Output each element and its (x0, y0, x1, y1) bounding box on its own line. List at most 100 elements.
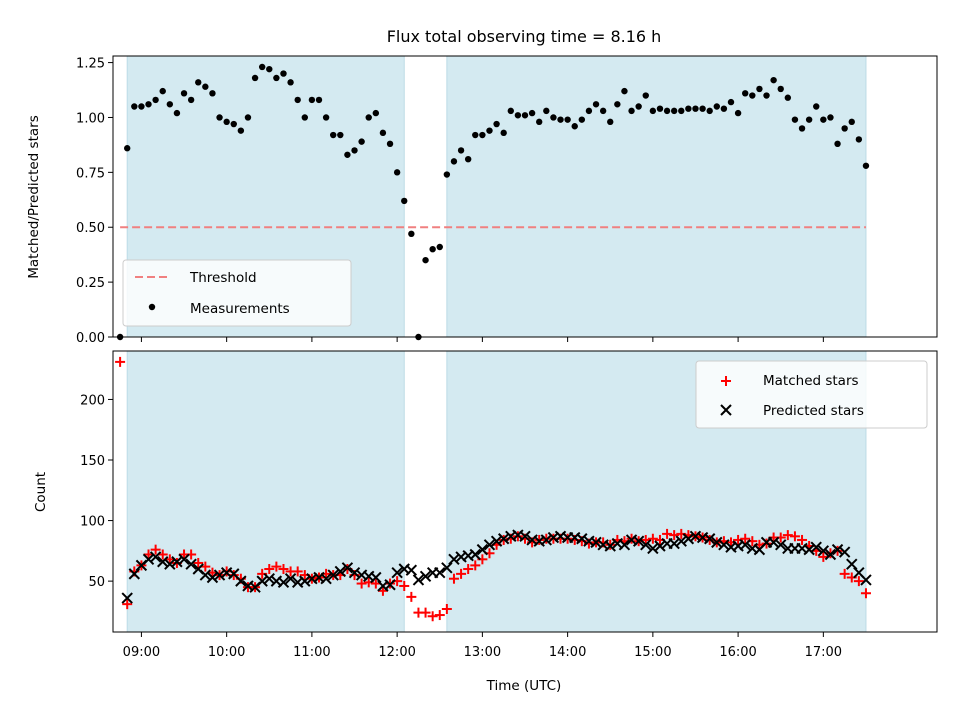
matched-star-point (420, 607, 431, 618)
predicted-star-point (327, 569, 339, 581)
measurement-point (145, 101, 152, 108)
measurement-point (749, 92, 756, 99)
legend-predicted-label: Predicted stars (763, 403, 864, 419)
matched-star-point (292, 566, 303, 577)
measurement-point (131, 103, 138, 110)
matched-star-point (377, 585, 388, 596)
measurement-point (422, 256, 429, 264)
measurement-point (855, 136, 863, 143)
measurement-point (678, 107, 685, 115)
predicted-star-point (185, 558, 197, 570)
predicted-star-point (803, 543, 815, 556)
measurement-point (848, 118, 855, 126)
matched-star-point (399, 580, 410, 591)
measurement-point (557, 116, 564, 123)
top-axes-frame (112, 55, 938, 338)
measurement-point (791, 116, 799, 123)
measurement-point (813, 103, 820, 110)
measurement-point (337, 131, 344, 139)
measurement-point (536, 118, 543, 126)
predicted-star-point (640, 539, 652, 551)
measurement-point (308, 96, 316, 104)
predicted-star-point (576, 533, 588, 545)
measurement-point (223, 118, 230, 126)
matched-star-point (463, 564, 474, 575)
predicted-star-point (419, 570, 432, 582)
measurement-point (621, 87, 628, 95)
legend-entry-predicted: Predicted stars (720, 403, 864, 419)
top-x-ticks (140, 337, 824, 342)
predicted-star-point (149, 551, 162, 563)
measurement-point (464, 155, 472, 163)
predicted-star-point (775, 539, 787, 551)
measurement-point (628, 107, 635, 115)
measurement-point (244, 114, 252, 121)
measurement-point (727, 98, 735, 106)
matched-star-point (193, 557, 204, 568)
predicted-star-point (384, 579, 396, 591)
measurement-point (450, 158, 458, 165)
measurement-point (124, 145, 131, 152)
legend-box (695, 360, 928, 429)
matched-star-point (271, 561, 282, 572)
matched-star-point (264, 564, 275, 575)
top-legend: Threshold Measurements (122, 259, 352, 327)
measurement-point (607, 118, 614, 126)
y-tick-label: 150 (80, 454, 105, 469)
predicted-star-point (654, 540, 666, 552)
measurement-point (301, 114, 308, 121)
matched-star-point (647, 533, 658, 544)
measurement-point (642, 92, 649, 99)
matched-star-point (640, 534, 651, 545)
predicted-star-point (668, 537, 680, 550)
predicted-star-point (838, 546, 851, 558)
matched-star-point (434, 610, 445, 621)
matched-star-point (115, 356, 126, 367)
measurement-point (805, 116, 813, 123)
measurement-point (507, 107, 514, 115)
measurement-point (173, 109, 181, 117)
measurement-point (578, 116, 586, 123)
legend-matched-label: Matched stars (763, 373, 859, 389)
measurement-point (237, 127, 245, 134)
y-tick-label: 50 (88, 575, 105, 590)
measurement-point (266, 65, 273, 73)
chart-title: Flux total observing time = 8.16 h (387, 27, 662, 46)
matched-star-point (839, 568, 850, 579)
bottom-axes-frame (112, 350, 938, 633)
legend-entry-threshold: Threshold (135, 270, 257, 286)
legend-entry-measurements: Measurements (148, 301, 290, 317)
measurement-point (251, 74, 259, 82)
matched-star-point (356, 578, 367, 589)
top-y-axis: 0.00 0.25 0.50 0.75 1.00 1.25 (76, 57, 113, 346)
predicted-star-point (767, 536, 780, 549)
y-tick-label: 1.25 (76, 57, 105, 72)
predicted-star-point (490, 535, 503, 547)
measurement-point (315, 96, 323, 104)
predicted-star-point (299, 575, 311, 587)
measurement-point (564, 116, 571, 123)
measurement-point (827, 114, 834, 121)
measurement-point (344, 151, 351, 158)
legend-box (122, 259, 352, 327)
measurement-point (365, 114, 372, 121)
x-tick-label: 17:00 (805, 645, 842, 660)
measurement-point (585, 107, 593, 115)
predicted-star-point (164, 558, 176, 570)
y-tick-label: 0.75 (76, 166, 105, 181)
predicted-star-point (682, 533, 695, 545)
x-tick-label: 14:00 (549, 645, 586, 660)
predicted-star-point (739, 539, 751, 551)
measurement-point (209, 90, 216, 97)
measurement-point (187, 96, 195, 104)
measurement-point (670, 107, 678, 115)
measurement-point (706, 107, 713, 115)
predicted-star-point (213, 569, 226, 581)
predicted-star-point (860, 574, 872, 586)
y-tick-label: 0.50 (76, 221, 105, 236)
predicted-star-point (142, 553, 155, 566)
predicted-star-point (263, 572, 275, 585)
measurement-point (798, 125, 806, 132)
predicted-star-point (256, 575, 268, 587)
measurement-point (436, 243, 443, 251)
